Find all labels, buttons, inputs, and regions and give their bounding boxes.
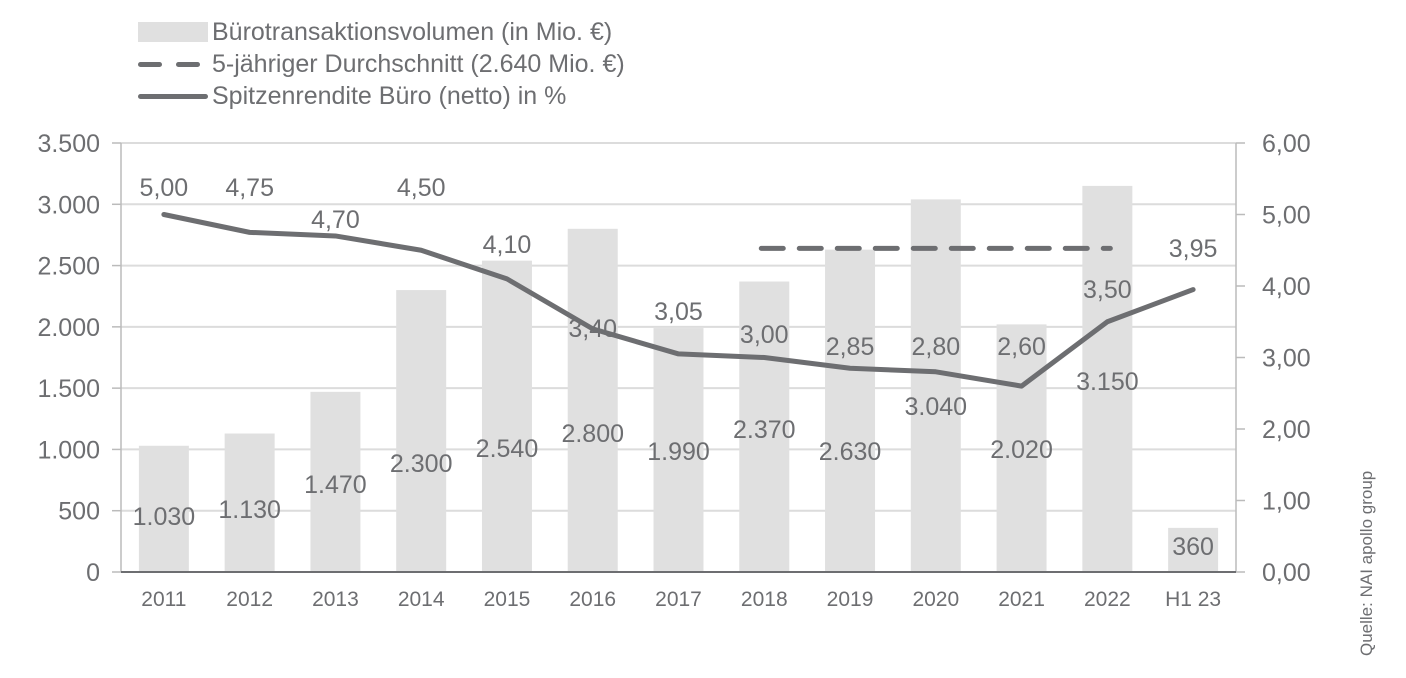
bar-value-label: 2.300: [390, 450, 453, 478]
left-tick-label: 3.000: [37, 191, 100, 219]
left-tick-label: 3.500: [37, 130, 100, 158]
legend-bar-swatch: [138, 22, 208, 42]
legend-line-swatch: [138, 86, 208, 106]
x-tick-label: 2012: [226, 588, 273, 611]
line-value-label: 4,10: [483, 231, 532, 259]
line-value-label: 3,95: [1169, 235, 1218, 263]
line-value-label: 3,00: [740, 321, 789, 349]
bar-2021: [996, 324, 1047, 572]
bar-value-label: 2.800: [561, 420, 624, 448]
bar-2018: [739, 281, 790, 572]
bar-value-label: 3.040: [905, 393, 968, 421]
x-tick-label: 2022: [1084, 588, 1131, 611]
bar-2016: [567, 228, 618, 573]
bar-value-label: 2.540: [476, 435, 539, 463]
x-tick-label: 2013: [312, 588, 359, 611]
line-value-label: 2,60: [997, 333, 1046, 361]
x-tick-label: 2016: [569, 588, 616, 611]
bar-value-label: 3.150: [1076, 368, 1139, 396]
bar-value-label: 1.030: [133, 503, 196, 531]
yield-line: [161, 212, 1196, 389]
line-value-label: 4,50: [397, 174, 446, 202]
bar-2017: [653, 328, 704, 572]
left-tick-label: 0: [86, 559, 100, 587]
right-tick-label: 1,00: [1262, 488, 1311, 516]
bar-2011: [138, 445, 189, 572]
bar-value-label: 2.020: [990, 436, 1053, 464]
bar-2012: [224, 433, 275, 572]
line-value-label: 3,05: [654, 298, 703, 326]
bar-2015: [481, 260, 532, 572]
legend-label: Bürotransaktionsvolumen (in Mio. €): [212, 17, 613, 46]
line-value-label: 5,00: [140, 174, 189, 202]
x-tick-label: H1 23: [1165, 588, 1221, 611]
x-tick-label: 2018: [741, 588, 788, 611]
right-tick-label: 5,00: [1262, 202, 1311, 230]
right-tick-label: 3,00: [1262, 345, 1311, 373]
right-tick-label: 6,00: [1262, 130, 1311, 158]
bar-2019: [825, 249, 876, 572]
left-tick-label: 2.000: [37, 314, 100, 342]
x-tick-label: 2014: [398, 588, 445, 611]
x-tick-label: 2019: [827, 588, 874, 611]
bar-value-label: 2.370: [733, 416, 796, 444]
bar-value-label: 1.990: [647, 438, 710, 466]
bar-2014: [396, 290, 447, 572]
x-tick-label: 2015: [484, 588, 531, 611]
right-tick-label: 0,00: [1262, 559, 1311, 587]
left-tick-label: 500: [58, 498, 100, 526]
bar-2020: [910, 199, 961, 572]
line-value-label: 4,70: [311, 206, 360, 234]
legend-label: Spitzenrendite Büro (netto) in %: [212, 81, 567, 110]
legend-item-yield: Spitzenrendite Büro (netto) in %: [138, 80, 625, 112]
bar-H1 23: [1168, 527, 1219, 572]
line-value-label: 3,50: [1083, 276, 1132, 304]
bar-2013: [310, 391, 361, 572]
legend-item-volume: Bürotransaktionsvolumen (in Mio. €): [138, 16, 625, 48]
bar-value-label: 360: [1172, 533, 1214, 561]
line-value-label: 4,75: [225, 174, 274, 202]
left-tick-label: 1.500: [37, 375, 100, 403]
legend-item-average: 5-jähriger Durchschnitt (2.640 Mio. €): [138, 48, 625, 80]
line-value-label: 2,80: [911, 333, 960, 361]
right-tick-label: 4,00: [1262, 273, 1311, 301]
source-note: Quelle: NAI apollo group: [1357, 471, 1376, 656]
legend-dash-swatch: [138, 54, 208, 74]
line-value-label: 2,85: [826, 333, 875, 361]
right-tick-label: 2,00: [1262, 416, 1311, 444]
bar-value-label: 1.130: [218, 496, 281, 524]
legend: Bürotransaktionsvolumen (in Mio. €) 5-jä…: [138, 16, 625, 112]
bar-value-label: 1.470: [304, 471, 367, 499]
x-tick-label: 2017: [655, 588, 702, 611]
line-value-label: 3,40: [568, 315, 617, 343]
x-tick-label: 2020: [912, 588, 959, 611]
legend-label: 5-jähriger Durchschnitt (2.640 Mio. €): [212, 49, 625, 78]
left-tick-label: 2.500: [37, 253, 100, 281]
left-tick-label: 1.000: [37, 436, 100, 464]
bar-value-label: 2.630: [819, 438, 882, 466]
x-tick-label: 2021: [998, 588, 1045, 611]
x-tick-label: 2011: [141, 588, 186, 611]
